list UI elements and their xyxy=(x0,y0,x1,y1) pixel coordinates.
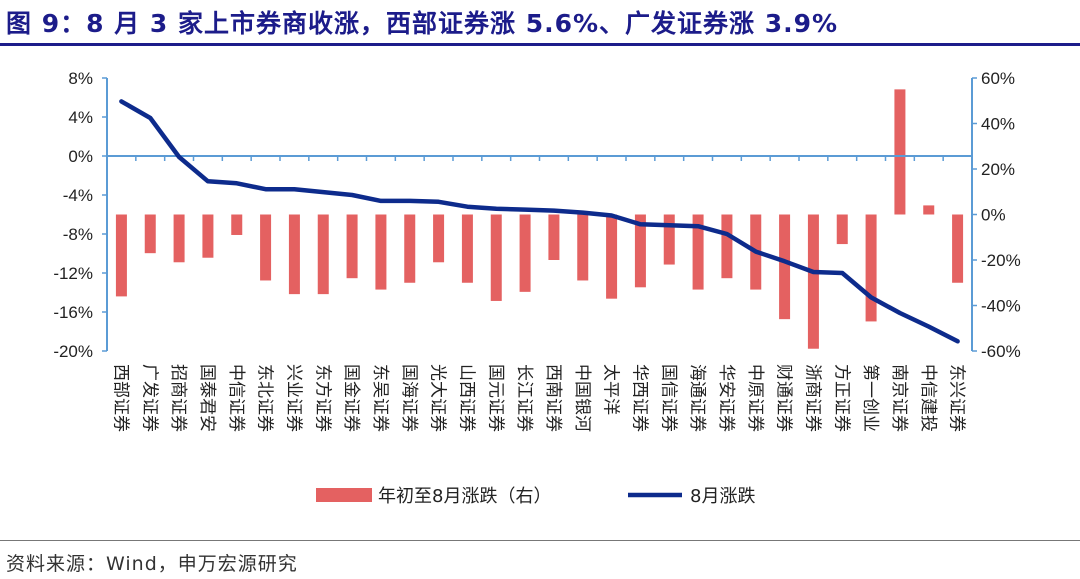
left-tick-label: -16% xyxy=(53,303,93,322)
left-tick-label: -4% xyxy=(63,186,93,205)
chart: 8% 4% 0% -4% -8% -12% -16% -20% 60% 40% 20% 0% -20% -… xyxy=(53,69,1021,507)
right-tick-label: -60% xyxy=(981,342,1021,361)
category-label: 兴业证券 xyxy=(283,364,303,432)
bar-东兴证券 xyxy=(952,214,964,283)
category-label: 浙商证券 xyxy=(802,364,822,432)
bar-中国银河 xyxy=(577,214,589,281)
legend-bar-swatch xyxy=(316,488,372,502)
bar-招商证券 xyxy=(173,214,185,263)
line-series-8yue xyxy=(119,99,960,344)
legend-line-label: 8月涨跌 xyxy=(690,486,755,507)
category-label: 海通证券 xyxy=(687,364,707,432)
left-tick-label: -8% xyxy=(63,225,93,244)
bar-海通证券 xyxy=(692,214,704,290)
bar-光大证券 xyxy=(433,214,445,263)
right-tick-label: 0% xyxy=(981,206,1006,225)
category-label: 东方证券 xyxy=(312,364,332,432)
bar-方正证券 xyxy=(836,214,848,245)
bar-国金证券 xyxy=(346,214,358,279)
category-label: 方正证券 xyxy=(831,364,851,432)
category-label: 华安证券 xyxy=(716,364,736,432)
bar-兴业证券 xyxy=(288,214,300,295)
bar-国信证券 xyxy=(663,214,675,265)
category-label: 山西证券 xyxy=(456,364,476,432)
category-label: 南京证券 xyxy=(889,364,909,432)
left-tick-label: 4% xyxy=(68,108,93,127)
category-label: 东吴证券 xyxy=(370,364,390,432)
bar-广发证券 xyxy=(144,214,156,254)
bar-西部证券 xyxy=(115,214,127,297)
category-label: 光大证券 xyxy=(428,364,448,432)
right-tick-label: 40% xyxy=(981,115,1015,134)
bar-国元证券 xyxy=(490,214,502,301)
legend-bar-label: 年初至8月涨跌（右） xyxy=(378,486,551,507)
category-label: 广发证券 xyxy=(139,364,159,432)
category-label: 中信建投 xyxy=(918,364,938,432)
source-note: 资料来源：Wind，申万宏源研究 xyxy=(6,553,298,575)
bar-华安证券 xyxy=(721,214,733,279)
bar-华西证券 xyxy=(634,214,646,288)
left-tick-label: 0% xyxy=(68,147,93,166)
bar-浙商证券 xyxy=(807,214,819,349)
category-label: 国海证券 xyxy=(399,364,419,432)
category-label: 中国银河 xyxy=(572,364,592,432)
bar-西南证券 xyxy=(548,214,560,260)
bar-长江证券 xyxy=(519,214,531,292)
category-label: 国信证券 xyxy=(658,364,678,432)
bar-国海证券 xyxy=(404,214,416,283)
figure-title: 图 9：8 月 3 家上市券商收涨，西部证券涨 5.6%、广发证券涨 3.9% xyxy=(6,9,839,38)
bar-太平洋 xyxy=(606,214,618,299)
category-label: 长江证券 xyxy=(514,364,534,432)
bar-中信建投 xyxy=(923,205,935,215)
right-tick-label: 60% xyxy=(981,69,1015,88)
bar-国泰君安 xyxy=(202,214,214,258)
bar-第一创业 xyxy=(865,214,877,322)
bar-财通证券 xyxy=(779,214,791,320)
left-tick-label: -20% xyxy=(53,342,93,361)
left-tick-label: 8% xyxy=(68,69,93,88)
bar-中信证券 xyxy=(231,214,243,235)
right-tick-label: 20% xyxy=(981,160,1015,179)
bar-东方证券 xyxy=(317,214,329,295)
bar-东北证券 xyxy=(260,214,272,281)
left-tick-label: -12% xyxy=(53,264,93,283)
right-tick-label: -20% xyxy=(981,251,1021,270)
bar-山西证券 xyxy=(461,214,473,283)
category-label: 西南证券 xyxy=(543,364,563,432)
category-label: 国元证券 xyxy=(485,364,505,432)
category-label: 国泰君安 xyxy=(197,364,217,432)
category-label: 中信证券 xyxy=(226,364,246,432)
category-label: 东兴证券 xyxy=(947,364,967,432)
category-label: 太平洋 xyxy=(601,364,621,415)
category-label: 招商证券 xyxy=(168,364,188,432)
bar-南京证券 xyxy=(894,89,906,215)
right-tick-label: -40% xyxy=(981,297,1021,316)
category-label: 财通证券 xyxy=(774,364,794,432)
category-label: 西部证券 xyxy=(110,364,130,432)
bar-东吴证券 xyxy=(375,214,387,290)
category-label: 东北证券 xyxy=(255,364,275,432)
source-divider xyxy=(0,540,1080,541)
title-divider xyxy=(0,43,1080,46)
category-label: 第一创业 xyxy=(860,364,880,432)
category-label: 中原证券 xyxy=(745,364,765,432)
category-label: 华西证券 xyxy=(629,364,649,432)
category-label: 国金证券 xyxy=(341,364,361,432)
